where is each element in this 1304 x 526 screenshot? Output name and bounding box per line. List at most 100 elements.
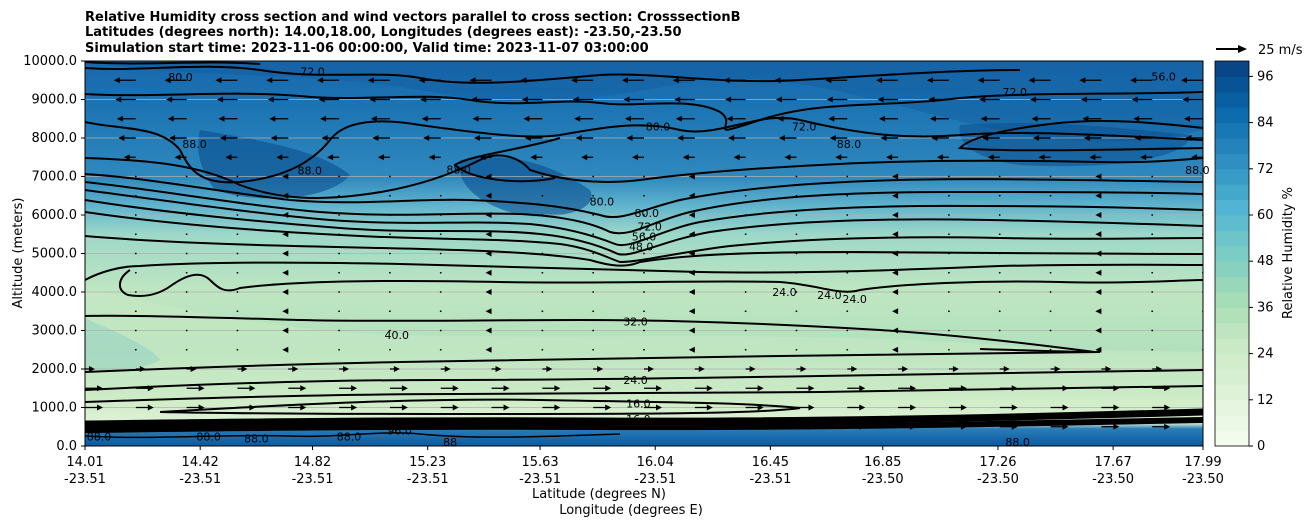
wind-vector-head (728, 135, 735, 141)
wind-vector (174, 154, 187, 161)
wind-vector (892, 327, 899, 334)
colorbar-band (1215, 276, 1249, 293)
wind-vector (338, 348, 340, 351)
wind-vector (1050, 423, 1069, 430)
wind-vector (269, 115, 289, 122)
contour-line (85, 235, 1203, 267)
colorbar-band (1215, 76, 1249, 93)
wind-vector (744, 271, 747, 274)
x-tick-label-longitude: -23.51 (749, 472, 791, 487)
wind-vector-head (879, 115, 886, 122)
wind-vector-head (1095, 289, 1102, 295)
wind-vector (485, 173, 492, 180)
wind-vector (1182, 96, 1203, 103)
wind-vector (1152, 423, 1171, 430)
wind-vector (236, 214, 239, 216)
wind-vector (85, 404, 103, 411)
contour-label: 96.0 (387, 425, 412, 438)
wind-vector-head (1095, 212, 1102, 218)
wind-vector (1095, 231, 1102, 238)
wind-vector-head (980, 115, 987, 122)
wind-vector-head (808, 423, 815, 430)
wind-vector (541, 271, 544, 274)
wind-vector (795, 348, 798, 351)
wind-vector-head (774, 77, 781, 84)
wind-vector-head (1038, 154, 1045, 161)
wind-vector (218, 115, 238, 122)
chart-title-line-1: Relative Humidity cross section and wind… (85, 10, 741, 25)
x-tick-label-longitude: -23.50 (1092, 472, 1134, 487)
wind-vector (1152, 385, 1171, 392)
wind-vector (134, 271, 137, 274)
wind-vector-head (859, 385, 866, 392)
wind-vector-head (495, 366, 502, 372)
wind-vector (795, 271, 798, 274)
wind-vector-head (902, 366, 909, 372)
wind-vector (282, 269, 289, 276)
wind-vector (829, 135, 848, 141)
wind-vector-head (1031, 115, 1038, 122)
wind-vector-head (530, 154, 537, 161)
wind-vector (439, 233, 442, 236)
wind-vector (338, 233, 340, 236)
wind-vector (185, 329, 188, 332)
wind-vector-head (688, 289, 695, 295)
wind-vector-head (605, 423, 612, 430)
wind-vector (267, 96, 289, 103)
wind-vector (439, 329, 442, 332)
wind-vector (592, 175, 595, 178)
wind-vector (826, 96, 848, 103)
wind-vector-head (485, 192, 492, 199)
colorbar-band (1215, 138, 1249, 154)
wind-vector (237, 385, 256, 392)
wind-vector-head (1164, 385, 1171, 392)
wind-vector-head (300, 385, 307, 392)
wind-vector (1152, 366, 1163, 372)
wind-vector (1133, 115, 1153, 122)
wind-vector (338, 214, 340, 216)
colorbar-band (1215, 230, 1249, 247)
wind-vector (377, 154, 390, 161)
wind-vector (1030, 96, 1051, 103)
wind-vector (491, 404, 510, 411)
wind-vector (1049, 233, 1052, 236)
x-tick-label-latitude: 15.23 (409, 455, 446, 470)
wind-vector (688, 346, 695, 353)
colorbar: 0 12 24 36 48 60 72 84 96 (1214, 60, 1274, 454)
wind-vector-head (503, 423, 510, 430)
wind-vector (688, 308, 695, 315)
wind-vector (592, 291, 595, 293)
wind-vector (948, 404, 967, 411)
wind-vector-head (219, 135, 226, 141)
wind-vector-head (317, 77, 324, 84)
wind-vector (428, 154, 441, 161)
wind-vector (643, 214, 645, 216)
wind-vector (733, 154, 746, 161)
wind-vector (1049, 310, 1052, 313)
wind-vector-head (1095, 231, 1102, 238)
wind-vector-head (1095, 173, 1102, 180)
wind-vector (725, 96, 746, 103)
wind-vector (728, 135, 746, 141)
wind-vector (998, 194, 1001, 197)
contour-line (119, 269, 1203, 297)
wind-vector-head (632, 154, 638, 161)
wind-vector (775, 96, 797, 103)
wind-vector (948, 423, 967, 430)
wind-vector (847, 385, 866, 392)
y-tick-label: 5000.0 (32, 247, 78, 262)
colorbar-band (1215, 168, 1249, 185)
contour-line (85, 154, 1203, 199)
quiver-key-arrowhead (1238, 45, 1247, 53)
wind-vector (276, 154, 289, 161)
wind-vector-head (471, 96, 478, 103)
wind-vector (236, 329, 239, 332)
wind-vector-head (800, 366, 807, 372)
wind-vector-head (282, 289, 289, 295)
contour-line (85, 189, 1203, 247)
wind-vector (998, 252, 1001, 255)
wind-vector-head (892, 250, 899, 257)
wind-vector (1152, 404, 1171, 411)
wind-vector-head (672, 77, 679, 84)
wind-vector-head (1113, 385, 1120, 392)
